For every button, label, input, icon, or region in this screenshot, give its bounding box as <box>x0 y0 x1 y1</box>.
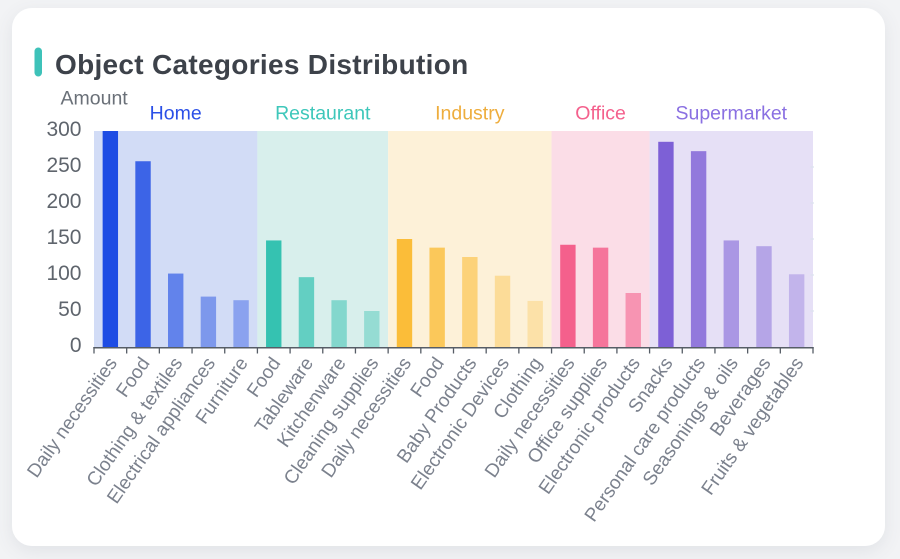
svg-text:0: 0 <box>70 334 82 357</box>
svg-text:200: 200 <box>46 190 81 213</box>
svg-text:Supermarket: Supermarket <box>675 103 787 125</box>
svg-text:250: 250 <box>46 154 81 177</box>
svg-text:Amount: Amount <box>61 88 129 110</box>
svg-text:100: 100 <box>46 262 81 285</box>
svg-text:300: 300 <box>46 118 81 141</box>
svg-text:Object Categories Distribution: Object Categories Distribution <box>55 49 469 80</box>
svg-text:Office: Office <box>575 103 626 125</box>
svg-text:150: 150 <box>46 226 81 249</box>
svg-text:Restaurant: Restaurant <box>275 103 371 125</box>
svg-text:50: 50 <box>58 298 81 321</box>
svg-text:Industry: Industry <box>435 103 505 125</box>
svg-text:Home: Home <box>150 103 202 125</box>
